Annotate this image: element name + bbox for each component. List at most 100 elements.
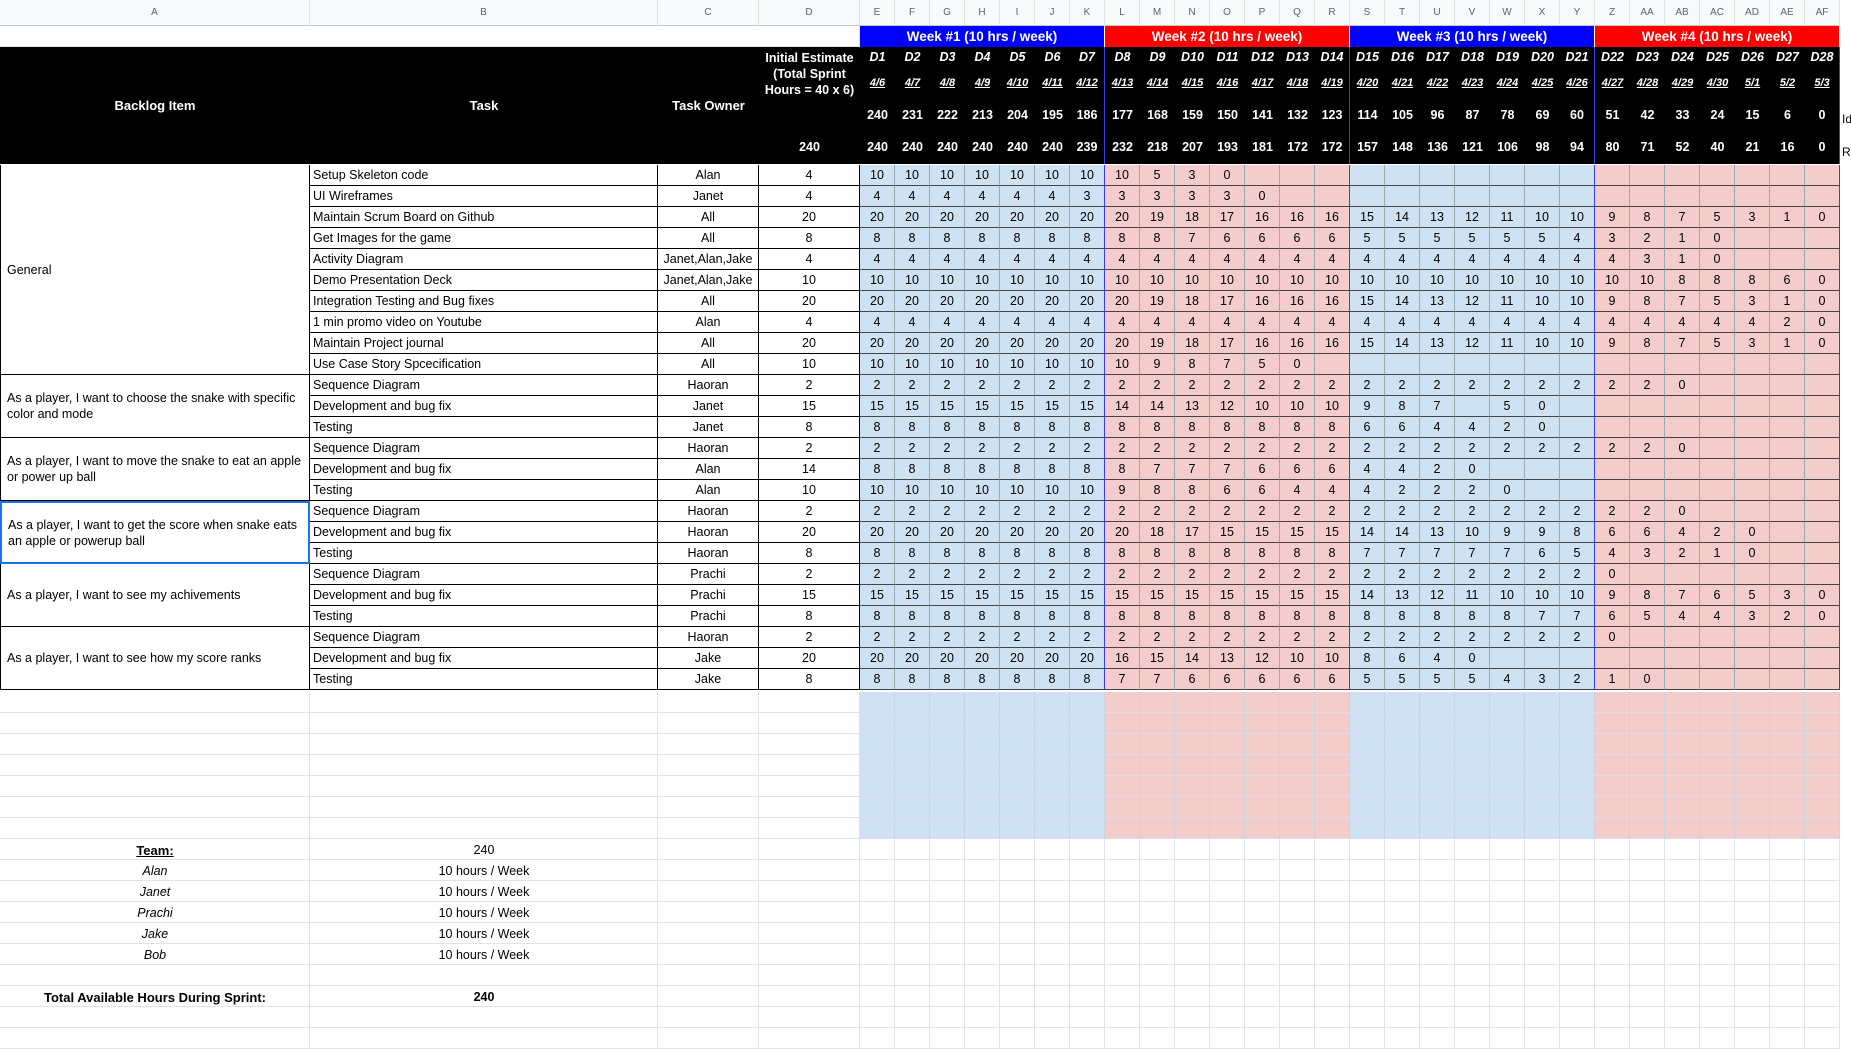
burndown-cell[interactable]: 18 bbox=[1140, 522, 1175, 543]
burndown-cell[interactable]: 7 bbox=[1560, 606, 1595, 627]
empty-burndown-cell[interactable] bbox=[1315, 692, 1350, 713]
burndown-cell[interactable]: 4 bbox=[1490, 249, 1525, 270]
burndown-cell[interactable]: 20 bbox=[895, 522, 930, 543]
task-owner[interactable]: Haoran bbox=[658, 438, 759, 459]
burndown-cell[interactable] bbox=[1595, 354, 1630, 375]
burndown-cell[interactable]: 5 bbox=[1700, 333, 1735, 354]
column-header-x[interactable]: X bbox=[1525, 0, 1560, 26]
burndown-cell[interactable]: 4 bbox=[1245, 249, 1280, 270]
empty-cell[interactable] bbox=[930, 1028, 965, 1049]
burndown-cell[interactable]: 20 bbox=[1035, 291, 1070, 312]
date-label[interactable]: 4/17 bbox=[1245, 67, 1280, 99]
burndown-cell[interactable]: 2 bbox=[1385, 480, 1420, 501]
burndown-cell[interactable]: 11 bbox=[1490, 333, 1525, 354]
burndown-cell[interactable]: 12 bbox=[1455, 207, 1490, 228]
task-owner[interactable]: Alan bbox=[658, 165, 759, 186]
empty-cell[interactable] bbox=[759, 818, 860, 839]
burndown-cell[interactable]: 16 bbox=[1280, 291, 1315, 312]
burndown-cell[interactable]: 2 bbox=[1035, 501, 1070, 522]
burndown-cell[interactable]: 2 bbox=[1560, 627, 1595, 648]
empty-cell[interactable] bbox=[1000, 923, 1035, 944]
empty-cell[interactable] bbox=[1560, 902, 1595, 923]
column-header-b[interactable]: B bbox=[310, 0, 658, 26]
empty-cell[interactable] bbox=[1175, 902, 1210, 923]
empty-cell[interactable] bbox=[1525, 902, 1560, 923]
burndown-cell[interactable]: 8 bbox=[860, 606, 895, 627]
burndown-cell[interactable]: 17 bbox=[1175, 522, 1210, 543]
burndown-cell[interactable] bbox=[1770, 627, 1805, 648]
date-label[interactable]: 4/13 bbox=[1105, 67, 1140, 99]
burndown-cell[interactable]: 5 bbox=[1385, 228, 1420, 249]
burndown-cell[interactable]: 4 bbox=[1175, 249, 1210, 270]
empty-burndown-cell[interactable] bbox=[1560, 755, 1595, 776]
burndown-cell[interactable] bbox=[1770, 522, 1805, 543]
day-label[interactable]: D28 bbox=[1805, 47, 1840, 67]
burndown-cell[interactable]: 5 bbox=[1455, 669, 1490, 690]
burndown-cell[interactable]: 15 bbox=[895, 585, 930, 606]
empty-cell[interactable] bbox=[1630, 1028, 1665, 1049]
remaining-hours-value[interactable]: 207 bbox=[1175, 131, 1210, 164]
empty-cell[interactable] bbox=[1630, 923, 1665, 944]
burndown-cell[interactable]: 6 bbox=[1630, 522, 1665, 543]
burndown-cell[interactable]: 14 bbox=[1105, 396, 1140, 417]
empty-cell[interactable] bbox=[310, 923, 658, 944]
empty-cell[interactable] bbox=[1420, 1028, 1455, 1049]
empty-cell[interactable] bbox=[658, 713, 759, 734]
empty-burndown-cell[interactable] bbox=[1490, 818, 1525, 839]
empty-cell[interactable] bbox=[1245, 860, 1280, 881]
burndown-cell[interactable]: 5 bbox=[1490, 396, 1525, 417]
date-label[interactable]: 4/12 bbox=[1070, 67, 1105, 99]
empty-cell[interactable] bbox=[1770, 1028, 1805, 1049]
burndown-cell[interactable]: 8 bbox=[965, 417, 1000, 438]
burndown-cell[interactable] bbox=[1630, 648, 1665, 669]
date-label[interactable]: 4/28 bbox=[1630, 67, 1665, 99]
task-estimate[interactable]: 20 bbox=[759, 648, 860, 669]
burndown-cell[interactable]: 8 bbox=[860, 417, 895, 438]
empty-cell[interactable] bbox=[1350, 902, 1385, 923]
empty-burndown-cell[interactable] bbox=[930, 692, 965, 713]
empty-cell[interactable] bbox=[895, 1007, 930, 1028]
empty-cell[interactable] bbox=[310, 1028, 658, 1049]
empty-burndown-cell[interactable] bbox=[1560, 734, 1595, 755]
empty-burndown-cell[interactable] bbox=[1000, 713, 1035, 734]
empty-burndown-cell[interactable] bbox=[1455, 692, 1490, 713]
burndown-cell[interactable]: 4 bbox=[1735, 312, 1770, 333]
burndown-cell[interactable] bbox=[1630, 459, 1665, 480]
empty-cell[interactable] bbox=[310, 986, 658, 1007]
burndown-cell[interactable]: 20 bbox=[895, 207, 930, 228]
empty-cell[interactable] bbox=[1595, 923, 1630, 944]
empty-cell[interactable] bbox=[658, 839, 759, 860]
burndown-cell[interactable]: 4 bbox=[1665, 606, 1700, 627]
empty-burndown-cell[interactable] bbox=[930, 755, 965, 776]
column-header-aa[interactable]: AA bbox=[1630, 0, 1665, 26]
empty-cell[interactable] bbox=[1070, 881, 1105, 902]
burndown-cell[interactable] bbox=[1525, 480, 1560, 501]
burndown-cell[interactable]: 2 bbox=[1490, 501, 1525, 522]
empty-cell[interactable] bbox=[860, 860, 895, 881]
empty-burndown-cell[interactable] bbox=[1735, 797, 1770, 818]
empty-cell[interactable] bbox=[1525, 881, 1560, 902]
empty-cell[interactable] bbox=[1700, 860, 1735, 881]
burndown-cell[interactable]: 1 bbox=[1665, 249, 1700, 270]
remaining-hours-value[interactable]: 52 bbox=[1665, 131, 1700, 164]
burndown-cell[interactable] bbox=[1770, 249, 1805, 270]
task-name[interactable]: Get Images for the game bbox=[310, 228, 658, 249]
empty-burndown-cell[interactable] bbox=[1280, 797, 1315, 818]
burndown-cell[interactable]: 15 bbox=[1070, 585, 1105, 606]
burndown-cell[interactable] bbox=[1560, 459, 1595, 480]
empty-cell[interactable] bbox=[930, 902, 965, 923]
empty-cell[interactable] bbox=[1630, 860, 1665, 881]
burndown-cell[interactable]: 20 bbox=[1035, 522, 1070, 543]
burndown-cell[interactable]: 6 bbox=[1245, 480, 1280, 501]
burndown-cell[interactable]: 8 bbox=[1175, 543, 1210, 564]
burndown-cell[interactable]: 8 bbox=[895, 606, 930, 627]
burndown-cell[interactable] bbox=[1735, 627, 1770, 648]
burndown-cell[interactable]: 20 bbox=[860, 333, 895, 354]
burndown-cell[interactable]: 8 bbox=[1280, 606, 1315, 627]
empty-cell[interactable] bbox=[1140, 860, 1175, 881]
burndown-cell[interactable]: 2 bbox=[1700, 522, 1735, 543]
backlog-item-cell[interactable]: As a player, I want to see how my score … bbox=[0, 627, 310, 690]
burndown-cell[interactable]: 2 bbox=[1595, 438, 1630, 459]
empty-cell[interactable] bbox=[1105, 902, 1140, 923]
burndown-cell[interactable]: 4 bbox=[1455, 417, 1490, 438]
